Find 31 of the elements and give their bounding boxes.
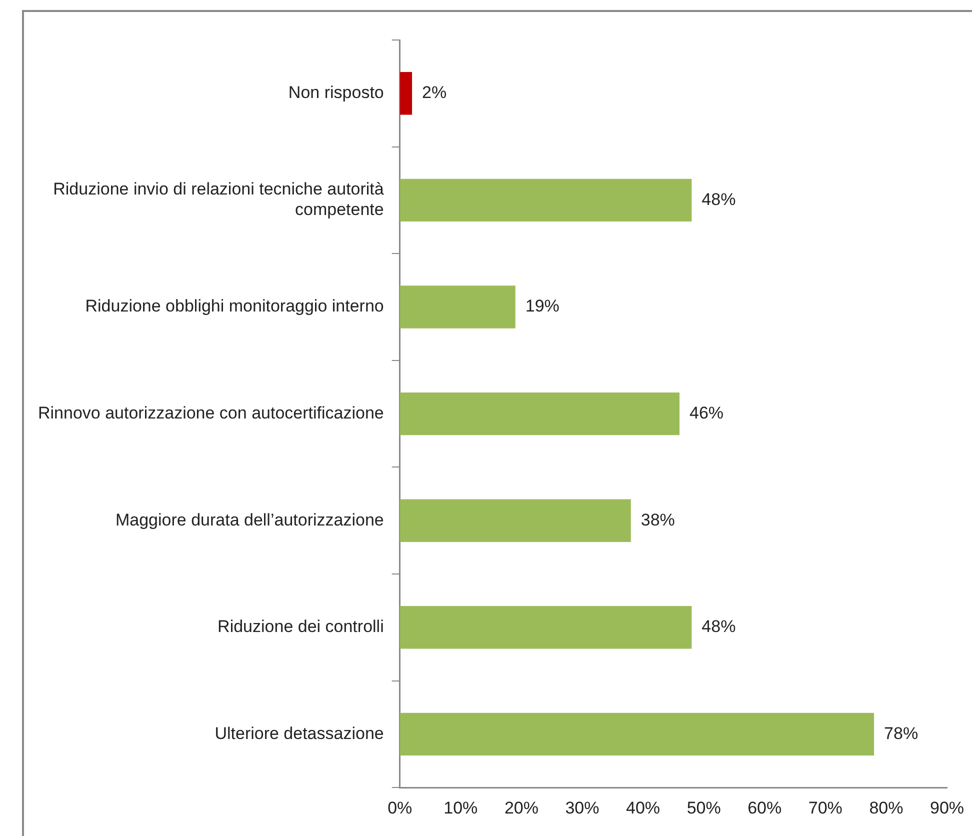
data-label: 46% [690,403,724,422]
data-label: 48% [702,190,736,209]
x-tick-label: 80% [869,798,904,818]
bar [400,178,692,222]
bar [400,606,692,649]
y-tick-label: Maggiore durata dell’autorizzazione [115,510,384,530]
y-tick-label: Riduzione dei controlli [218,617,384,636]
x-tick-label: 60% [748,798,782,818]
x-tick-label: 30% [565,798,600,818]
data-label: 78% [884,724,918,743]
y-tick-label: Riduzione invio di relazioni tecniche autorità competente [53,180,384,220]
data-label: 38% [640,510,675,530]
x-tick-label: 70% [808,798,842,818]
x-tick-label: 0% [388,798,412,818]
data-label: 48% [702,617,736,636]
x-tick-label: 20% [504,798,538,818]
y-tick-label: Non risposto [288,83,384,102]
bar [400,499,631,542]
x-tick-label: 10% [444,798,478,818]
data-label: 2% [422,83,447,102]
bar [400,72,412,115]
data-label: 19% [525,296,560,316]
x-tick-label: 90% [930,798,964,818]
y-tick-label: Riduzione obblighi monitoraggio interno [85,296,384,316]
bar [400,392,680,436]
x-tick-label: 50% [686,798,721,818]
y-tick-label: Rinnovo autorizzazione con autocertificazione [38,403,384,422]
bar [400,712,874,756]
x-tick-label: 40% [626,798,660,818]
y-tick-label: Ulteriore detassazione [214,724,384,743]
bar [400,286,516,328]
